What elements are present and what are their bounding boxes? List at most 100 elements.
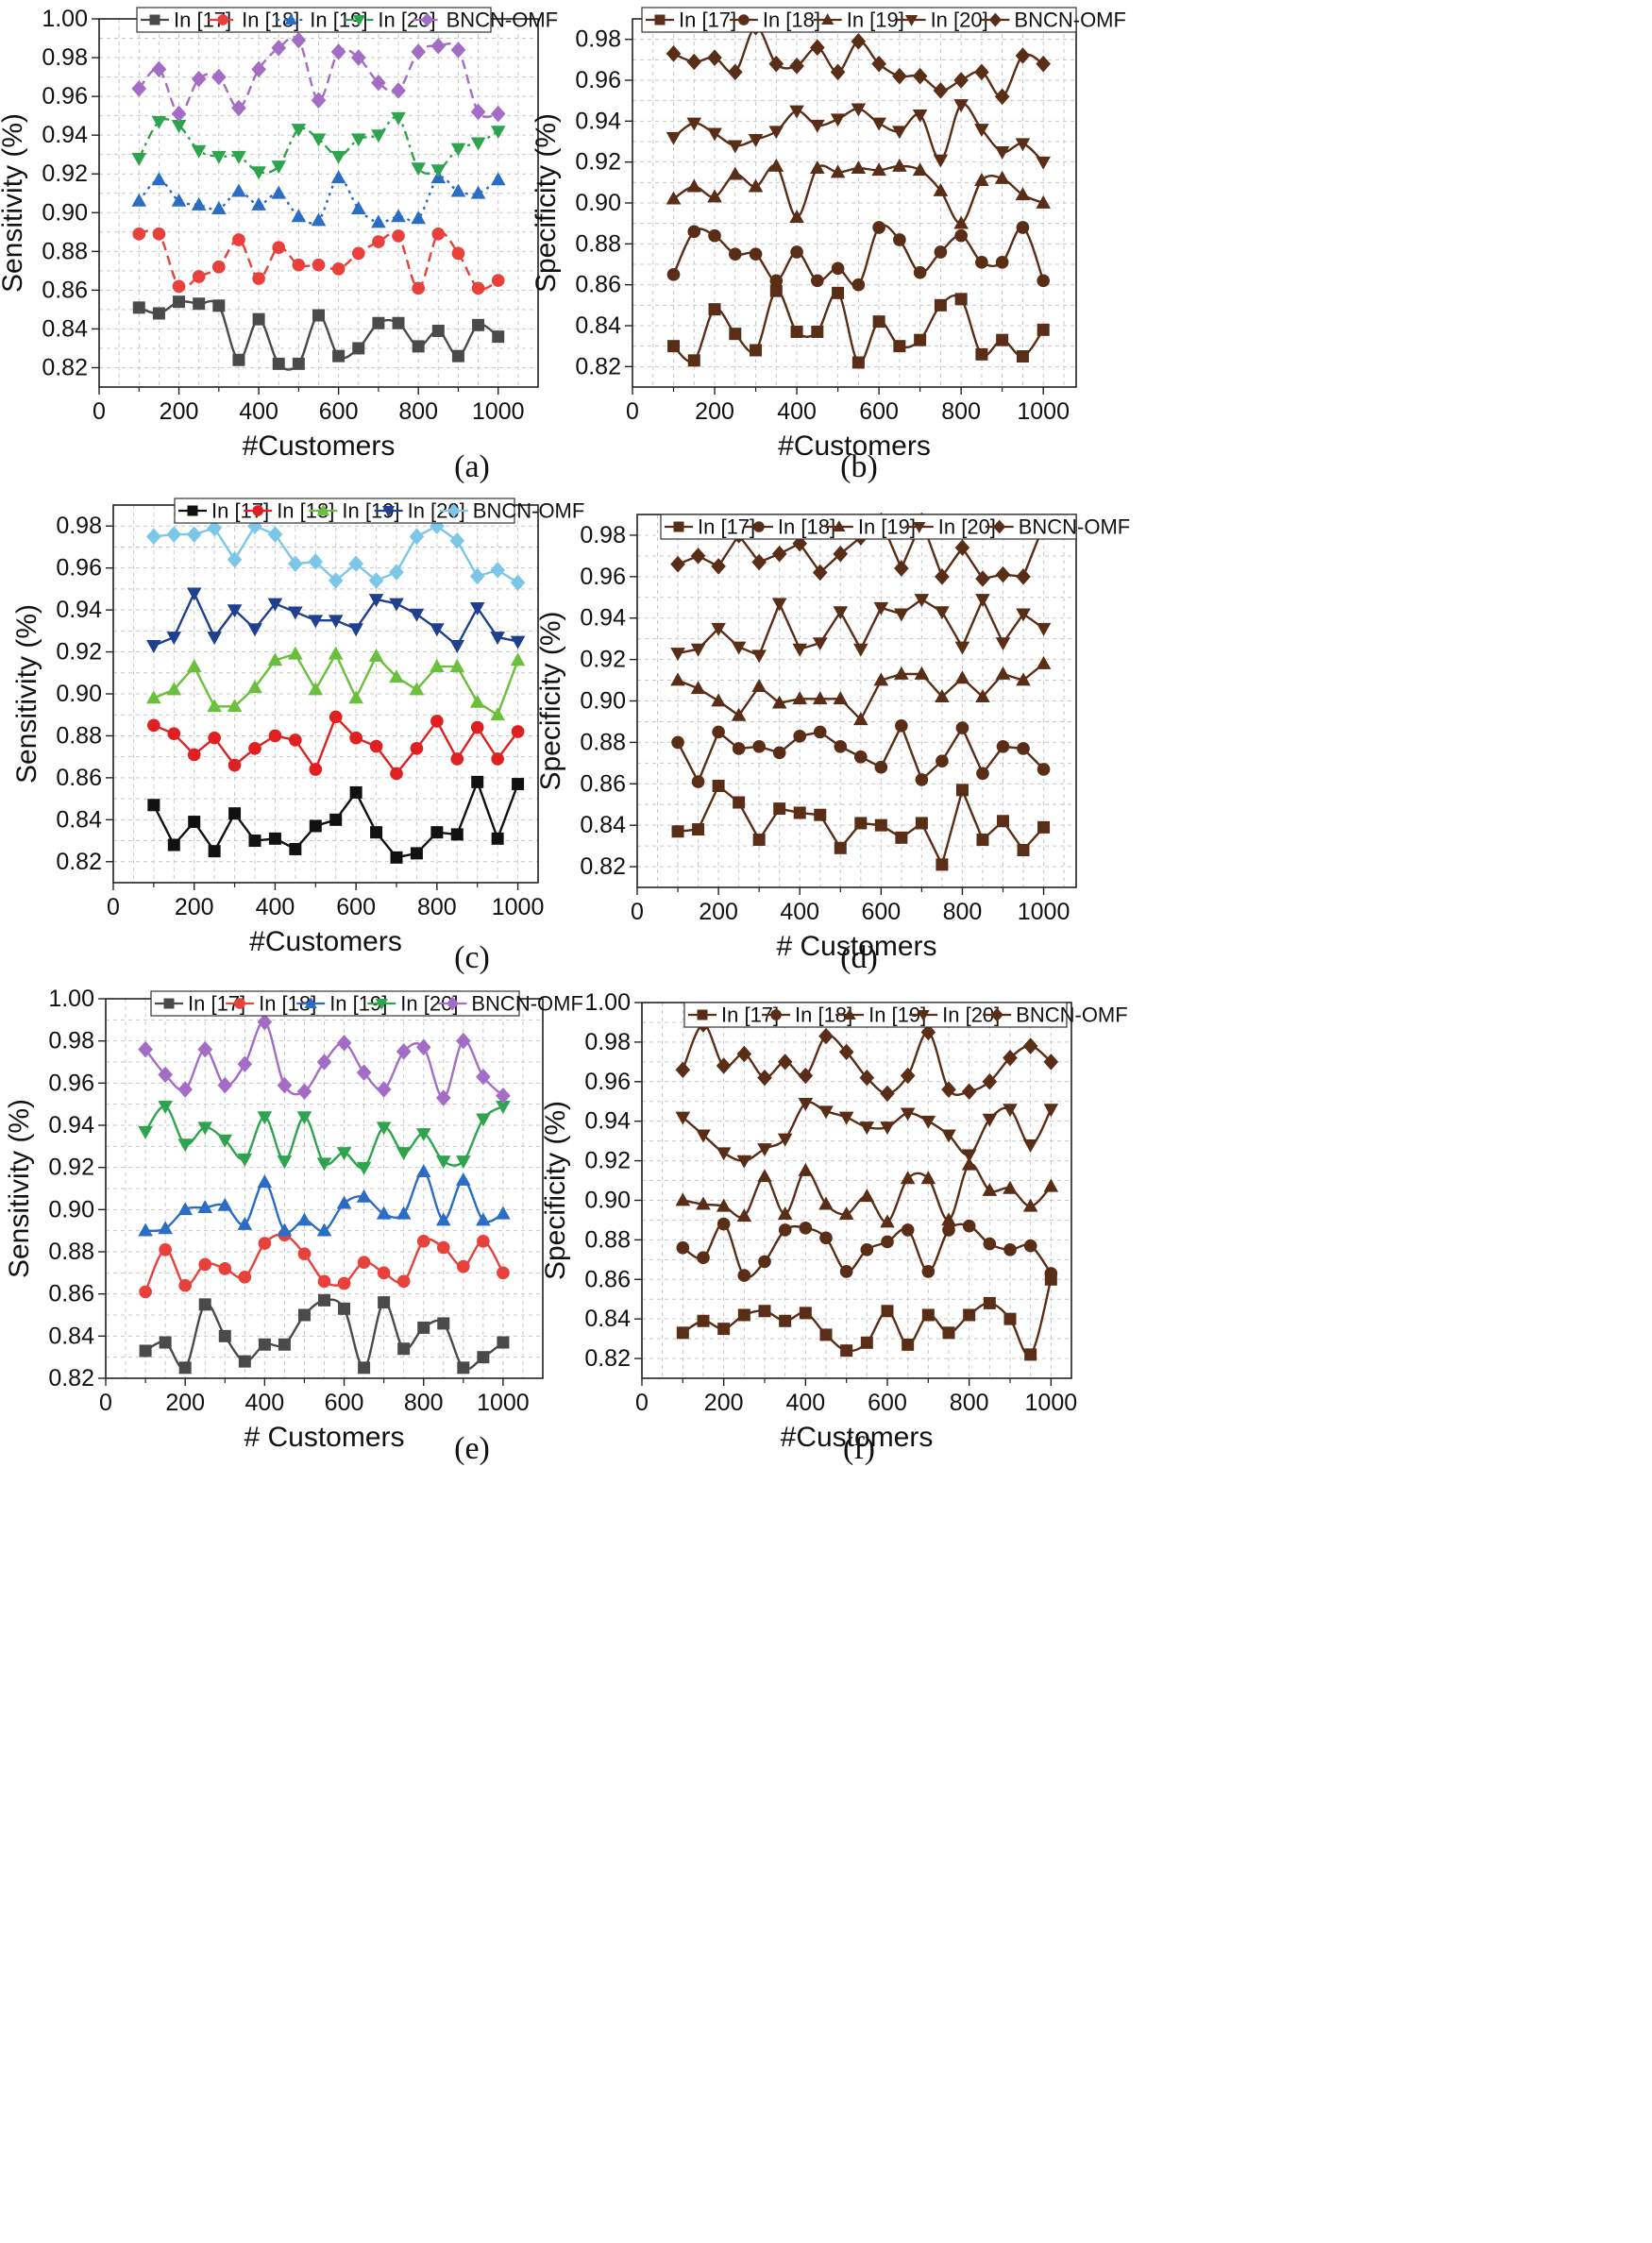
data-point [247,623,262,637]
data-point [177,1202,193,1216]
data-point [469,602,485,616]
y-tick-label: 0.98 [48,1028,94,1054]
data-point [257,1174,273,1189]
y-tick-label: 0.94 [580,605,626,632]
y-tick-label: 0.88 [580,729,626,755]
legend-marker [673,521,684,532]
data-point [810,119,825,133]
series-in-18 [132,228,505,295]
data-point [895,831,908,844]
data-point [853,643,868,657]
data-point [818,1196,834,1210]
data-point [789,58,804,75]
data-point [1016,568,1031,585]
data-point [470,185,486,199]
data-point [812,637,828,651]
y-tick-label: 0.92 [575,149,621,176]
data-point [258,1237,272,1250]
data-point [271,160,287,175]
data-point [356,1189,372,1203]
data-point [708,303,721,316]
data-point [996,739,1010,753]
data-point [792,643,808,657]
data-point [391,82,406,99]
y-tick-label: 0.94 [575,108,621,134]
legend-label: BNCN-OMF [1014,8,1126,32]
data-point [316,1157,332,1172]
data-point [376,1081,392,1098]
data-point [131,152,147,166]
series-in-19 [146,646,526,721]
data-point [411,211,426,225]
data-point [727,166,743,180]
series-in-17 [147,775,525,864]
x-tick-label: 1000 [1017,398,1070,425]
x-tick-label: 800 [941,398,981,425]
data-point [880,1085,895,1103]
data-point [173,295,186,309]
data-point [456,1155,471,1170]
y-tick-label: 0.94 [48,1112,94,1138]
data-point [793,806,806,819]
data-point [686,178,702,193]
data-point [997,815,1009,828]
data-point [292,357,305,370]
data-point [811,274,824,288]
legend-marker [988,12,1003,27]
data-point [789,210,804,224]
data-point [912,162,928,177]
data-point [272,241,286,255]
data-point [777,1206,793,1220]
data-point [751,553,767,571]
x-axis-title: #Customers [781,1422,934,1453]
data-point [778,1223,792,1237]
data-point [1022,1138,1038,1153]
y-tick-label: 0.82 [584,1345,631,1372]
data-point [728,247,742,261]
data-point [954,641,970,655]
data-point [277,1076,293,1094]
data-point [670,555,685,573]
series-in-18 [666,221,1051,292]
y-tick-label: 0.92 [42,160,88,187]
data-point [237,1216,253,1230]
data-point [251,166,266,180]
data-point [329,710,343,724]
data-point [914,333,927,346]
data-point [696,1196,711,1210]
data-point [935,606,950,620]
data-point [859,1189,875,1203]
data-point [1043,1054,1059,1071]
data-point [211,201,227,215]
data-point [961,1083,977,1101]
data-point [267,526,283,543]
data-point [512,778,525,791]
series-in-19 [138,1164,511,1237]
y-axis-title: Specificity (%) [531,113,562,293]
series-in-17 [139,1293,510,1374]
data-point [914,666,930,680]
data-point [982,1182,998,1196]
data-point [268,729,282,743]
data-point [921,1308,935,1322]
series-bncn-omf [146,517,526,591]
y-tick-label: 0.86 [42,277,88,303]
series-in-18 [139,1228,510,1299]
data-point [311,92,327,109]
data-point [712,725,725,739]
data-point [350,49,366,66]
data-point [178,1361,192,1374]
data-point [227,604,243,618]
data-point [671,825,684,838]
data-point [757,1169,772,1183]
legend-label: In [17] [679,8,736,32]
x-tick-label: 1000 [1025,1390,1078,1416]
chart-panel-a: 0 200 400 600 800 1000 0.82 0.84 0.86 0.88 0.90 0.9… [0,6,558,484]
data-point [953,215,969,229]
data-point [1036,55,1051,73]
data-point [691,775,705,788]
data-point [139,1344,152,1358]
data-point [177,1081,193,1098]
series-in-20 [666,99,1051,170]
data-point [409,682,425,696]
